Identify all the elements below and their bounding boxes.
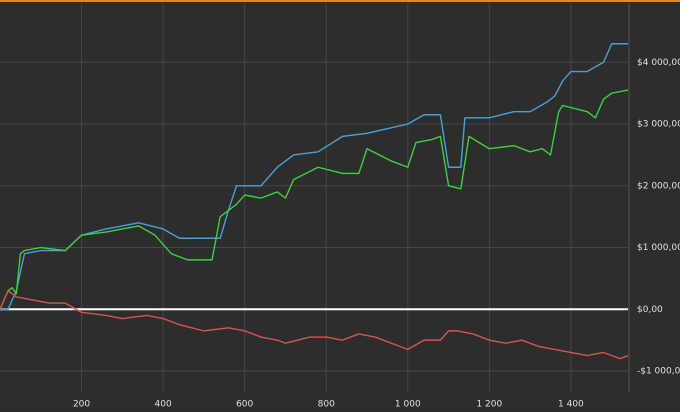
x-tick-label: 1 200: [476, 400, 502, 410]
x-tick-label: 200: [73, 400, 90, 410]
x-tick-label: 1 400: [558, 400, 584, 410]
x-tick-label: 800: [318, 400, 335, 410]
x-tick-label: 400: [155, 400, 172, 410]
y-tick-label: $4 000,00: [637, 58, 680, 68]
series-line: [0, 43, 628, 310]
x-tick-label: 600: [236, 400, 253, 410]
y-tick-label: $1 000,00: [637, 243, 680, 253]
top-border: [0, 0, 680, 2]
y-tick-label: $2 000,00: [637, 181, 680, 191]
y-tick-label: $0,00: [637, 305, 663, 315]
series-line: [0, 290, 629, 360]
y-tick-label: -$1 000,00: [637, 367, 680, 377]
y-tick-label: $3 000,00: [637, 120, 680, 130]
x-tick-label: 1 000: [395, 400, 421, 410]
series-line: [0, 89, 629, 310]
